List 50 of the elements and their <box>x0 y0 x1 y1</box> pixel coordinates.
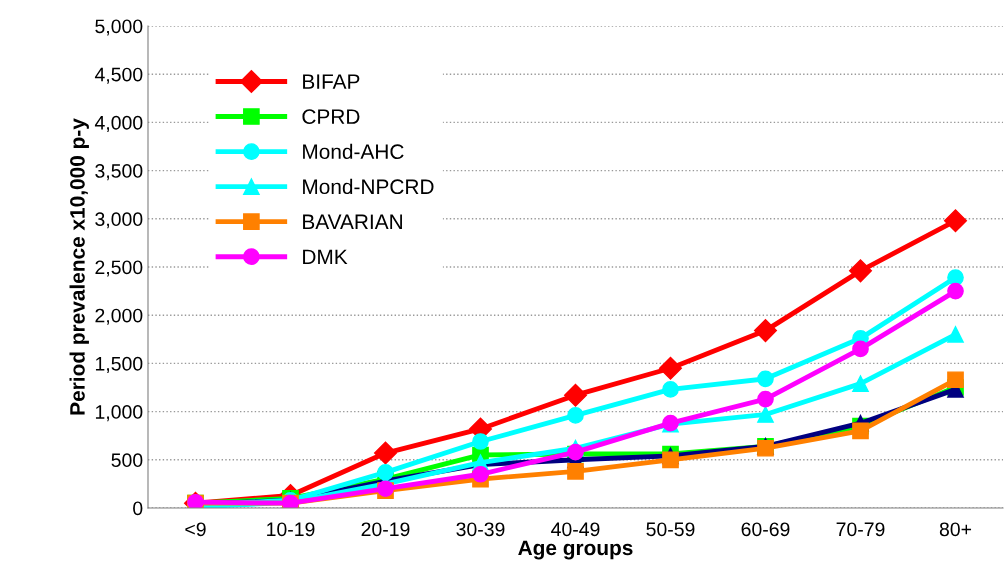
y-tick-label: 3,500 <box>95 164 143 181</box>
point <box>757 390 774 408</box>
point <box>852 422 869 440</box>
x-tick-label: 70-79 <box>836 522 885 537</box>
x-tick-label: <9 <box>185 522 206 537</box>
point <box>472 465 489 483</box>
point <box>564 383 587 407</box>
legend-label: BIFAP <box>303 74 360 89</box>
point <box>377 463 394 481</box>
y-tick-label: 2,500 <box>95 260 143 277</box>
y-tick-label: 4,500 <box>94 67 143 84</box>
point <box>849 259 872 283</box>
x-tick-label: 50-59 <box>646 522 695 537</box>
legend-label: CPRD <box>302 109 360 125</box>
point <box>757 370 774 388</box>
y-tick-label: 3,000 <box>95 212 143 229</box>
y-tick-label: 500 <box>111 453 143 468</box>
point <box>947 371 964 389</box>
x-tick-label: 80+ <box>939 522 972 537</box>
point <box>662 381 679 398</box>
point <box>472 433 489 450</box>
point <box>947 326 964 343</box>
point <box>659 356 682 380</box>
legend-label: DMK <box>303 249 348 264</box>
y-tick-label: 1,000 <box>95 405 143 422</box>
y-tick-label: 4,000 <box>94 115 143 132</box>
legend-label: BAVARIAN <box>303 214 402 229</box>
point <box>757 406 774 423</box>
point <box>374 441 397 465</box>
x-tick-label: 60-69 <box>741 522 790 537</box>
x-tick-label: 20-19 <box>361 522 410 537</box>
x-tick-label: 30-39 <box>456 522 505 537</box>
point <box>852 375 869 392</box>
x-axis-title: Age groups <box>518 540 633 560</box>
legend-label: Mond-NPCRD <box>303 178 434 195</box>
point <box>852 340 869 358</box>
point <box>944 209 967 233</box>
y-tick-label: 1,500 <box>95 356 143 373</box>
point <box>947 282 964 300</box>
y-tick-label: 5,000 <box>95 19 143 36</box>
y-tick-label: 2,000 <box>95 308 143 325</box>
point <box>567 407 584 424</box>
legend-label: Mond-AHC <box>303 143 404 160</box>
point <box>754 319 777 343</box>
point <box>662 451 679 469</box>
point <box>567 463 584 480</box>
y-tick-label: 0 <box>133 501 143 516</box>
x-tick-label: 40-49 <box>551 522 600 537</box>
y-axis-title: Period prevalence x10,000 p-y <box>69 118 89 415</box>
x-tick-label: 10-19 <box>267 522 315 537</box>
